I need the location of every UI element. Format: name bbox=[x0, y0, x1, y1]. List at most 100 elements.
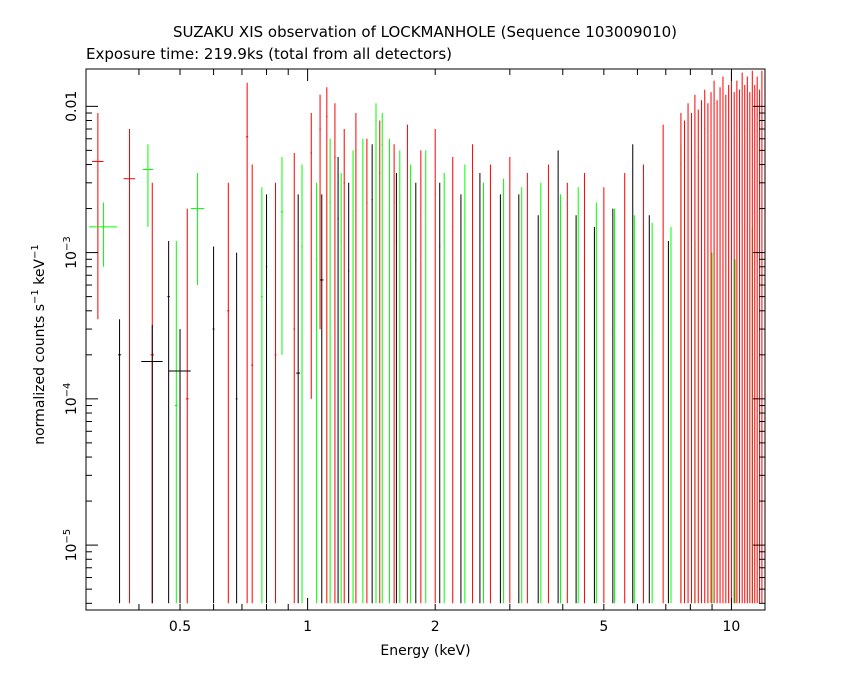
data-point bbox=[379, 120, 381, 604]
data-point bbox=[439, 182, 441, 604]
data-point bbox=[168, 329, 191, 604]
data-layer bbox=[89, 70, 763, 604]
data-point bbox=[697, 109, 699, 604]
data-point bbox=[642, 164, 644, 604]
data-point bbox=[167, 241, 170, 604]
data-point bbox=[633, 215, 635, 604]
data-point bbox=[509, 157, 511, 604]
data-point bbox=[265, 194, 268, 604]
chart-title: SUZAKU XIS observation of LOCKMANHOLE (S… bbox=[173, 23, 677, 41]
data-point bbox=[691, 113, 693, 604]
y-axis-label-mid: keV bbox=[32, 259, 48, 290]
data-point bbox=[274, 182, 277, 604]
data-point bbox=[612, 208, 614, 604]
data-point bbox=[89, 202, 117, 267]
data-point bbox=[694, 94, 696, 604]
data-point bbox=[280, 157, 284, 355]
data-point bbox=[141, 324, 163, 604]
data-point bbox=[733, 92, 735, 604]
data-point bbox=[651, 222, 653, 604]
data-point bbox=[460, 194, 462, 604]
data-point bbox=[734, 259, 736, 604]
data-point bbox=[343, 128, 345, 604]
data-point bbox=[662, 124, 664, 604]
data-point bbox=[707, 103, 709, 604]
data-point bbox=[583, 173, 585, 604]
x-axis-label: Energy (keV) bbox=[380, 643, 470, 659]
data-point bbox=[716, 100, 718, 604]
data-point bbox=[296, 194, 301, 604]
y-tick-label: 10−4 bbox=[62, 383, 80, 416]
data-point bbox=[420, 150, 422, 604]
data-point bbox=[246, 82, 249, 604]
data-point bbox=[320, 194, 324, 604]
y-axis-label: normalized counts s−1 keV−1 bbox=[30, 244, 48, 445]
data-point bbox=[362, 138, 364, 604]
data-point bbox=[425, 150, 427, 604]
y-axis-label-sup1: −1 bbox=[30, 289, 41, 304]
data-point bbox=[366, 138, 368, 604]
y-tick-label: 0.01 bbox=[64, 91, 80, 122]
data-point bbox=[395, 173, 397, 604]
data-point bbox=[326, 87, 328, 604]
data-point bbox=[684, 120, 686, 604]
data-point bbox=[744, 84, 746, 604]
data-point bbox=[118, 319, 122, 604]
data-point bbox=[293, 152, 296, 604]
data-point bbox=[301, 164, 303, 604]
data-point bbox=[710, 92, 712, 604]
y-tick-label: 10−3 bbox=[62, 236, 80, 269]
data-point bbox=[559, 194, 561, 604]
data-point bbox=[388, 138, 390, 604]
data-point bbox=[235, 252, 238, 604]
data-point bbox=[680, 113, 682, 604]
data-point bbox=[547, 164, 549, 604]
x-tick-label: 5 bbox=[599, 619, 608, 635]
series-3 bbox=[680, 70, 763, 604]
data-point bbox=[687, 103, 689, 604]
data-point bbox=[406, 124, 408, 604]
series-0 bbox=[92, 82, 664, 604]
x-tick-label: 0.5 bbox=[169, 619, 191, 635]
data-point bbox=[648, 215, 650, 604]
data-point bbox=[410, 164, 412, 604]
data-point bbox=[381, 113, 383, 604]
data-point bbox=[701, 100, 703, 604]
data-point bbox=[319, 94, 321, 330]
data-point bbox=[566, 182, 568, 604]
series-2 bbox=[118, 144, 669, 604]
data-point bbox=[749, 92, 751, 604]
data-point bbox=[489, 164, 491, 604]
data-point bbox=[722, 76, 724, 604]
data-point bbox=[399, 150, 401, 604]
data-point bbox=[348, 182, 350, 604]
data-point bbox=[614, 208, 616, 604]
data-point bbox=[479, 173, 481, 604]
data-point bbox=[521, 187, 523, 604]
data-point bbox=[482, 182, 484, 604]
data-point bbox=[526, 173, 528, 604]
data-point bbox=[334, 103, 336, 604]
x-tick-label: 1 bbox=[303, 619, 312, 635]
data-point bbox=[329, 138, 331, 604]
data-point bbox=[352, 150, 354, 604]
x-tick-label: 2 bbox=[431, 619, 440, 635]
data-point bbox=[174, 241, 178, 604]
data-point bbox=[371, 144, 373, 604]
data-point bbox=[754, 84, 756, 604]
data-point bbox=[751, 70, 753, 604]
data-point bbox=[337, 157, 339, 604]
data-point bbox=[713, 80, 715, 604]
data-point bbox=[185, 208, 189, 604]
data-point bbox=[736, 80, 738, 604]
data-point bbox=[315, 182, 318, 604]
data-point bbox=[443, 173, 445, 604]
data-point bbox=[725, 94, 727, 604]
data-point bbox=[92, 113, 104, 320]
data-point bbox=[537, 215, 539, 604]
data-point bbox=[730, 72, 732, 604]
data-point bbox=[415, 182, 417, 604]
data-point bbox=[632, 144, 634, 604]
y-axis-label-base: normalized counts s bbox=[32, 304, 48, 445]
